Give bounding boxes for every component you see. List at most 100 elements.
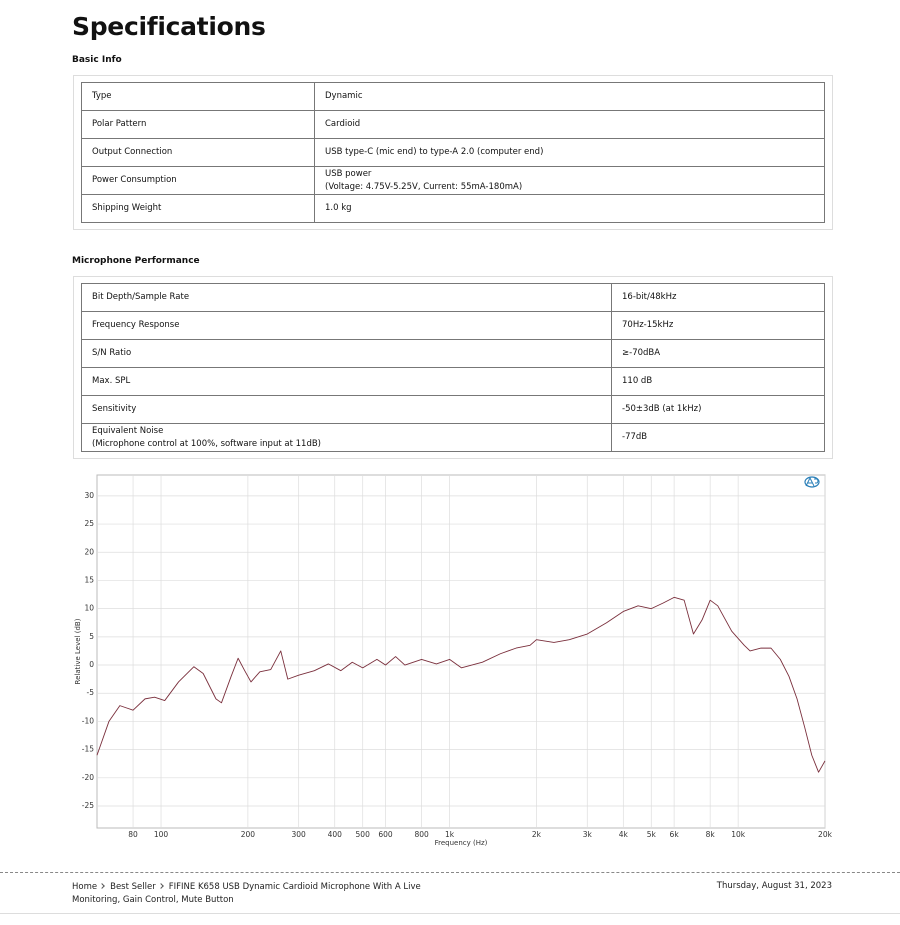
spec-row: Max. SPL 110 dB [81, 367, 825, 396]
cell-line: (Voltage: 4.75V-5.25V, Current: 55mA-180… [325, 181, 523, 192]
x-tick-label: 4k [619, 830, 629, 839]
spec-row: Bit Depth/Sample Rate 16-bit/48kHz [81, 283, 825, 312]
cell-line: Shipping Weight [92, 203, 162, 213]
spec-value: ≥-70dBA [611, 339, 825, 368]
x-tick-label: 800 [414, 830, 429, 839]
spec-value: 16-bit/48kHz [611, 283, 825, 312]
cell-line: Type [92, 91, 112, 101]
breadcrumb-item: FIFINE K658 USB Dynamic Cardioid Microph… [72, 882, 421, 905]
cell-line: Frequency Response [92, 320, 180, 330]
x-tick-label: 3k [583, 830, 593, 839]
spec-value: Cardioid [314, 110, 825, 139]
y-tick-label: 25 [84, 519, 94, 528]
y-axis-label: Relative Level (dB) [74, 618, 82, 684]
y-tick-label: 15 [84, 575, 94, 584]
spec-label: Max. SPL [81, 367, 612, 396]
x-tick-label: 400 [328, 830, 343, 839]
cell-line: USB power [325, 168, 372, 179]
spec-row: Type Dynamic [81, 82, 825, 111]
y-tick-label: -25 [82, 801, 94, 810]
ap-logo [804, 476, 820, 488]
section-heading: Basic Info [72, 55, 122, 65]
cell-line: (Microphone control at 100%, software in… [92, 438, 321, 449]
spec-row: Power Consumption USB power (Voltage: 4.75… [81, 166, 825, 195]
x-tick-label: 10k [731, 830, 746, 839]
cell-line: Bit Depth/Sample Rate [92, 292, 190, 302]
cell-line: S/N Ratio [92, 348, 132, 358]
cell-line: -50±3dB (at 1kHz) [622, 404, 702, 414]
y-tick-label: 20 [84, 547, 94, 556]
x-tick-label: 6k [670, 830, 680, 839]
date: Thursday, August 31, 2023 [716, 881, 832, 891]
spec-value: USB power (Voltage: 4.75V-5.25V, Current:… [314, 166, 825, 195]
cell-line: Sensitivity [92, 404, 137, 414]
spec-row: Output Connection USB type-C (mic end) to… [81, 138, 825, 167]
x-tick-label: 200 [241, 830, 256, 839]
spec-table: Type Dynamic Polar Pattern Cardioid Output C… [81, 82, 825, 223]
cell-line: Output Connection [92, 147, 173, 157]
x-tick-label: 8k [706, 830, 716, 839]
cell-line: Equivalent Noise [92, 425, 164, 436]
cell-line: 1.0 kg [325, 203, 352, 213]
page-title: Specifications [72, 12, 266, 41]
x-tick-label: 600 [378, 830, 393, 839]
footer: Home Best Seller FIFINE K658 USB Dynamic C… [0, 872, 900, 914]
spec-row: Frequency Response 70Hz-15kHz [81, 311, 825, 340]
x-tick-label: 5k [647, 830, 657, 839]
y-tick-label: -5 [87, 688, 95, 697]
spec-label: Sensitivity [81, 395, 612, 424]
spec-value: -50±3dB (at 1kHz) [611, 395, 825, 424]
cell-line: USB type-C (mic end) to type-A 2.0 (comp… [325, 147, 544, 157]
spec-label: S/N Ratio [81, 339, 612, 368]
spec-box: Bit Depth/Sample Rate 16-bit/48kHz Frequen… [73, 276, 833, 459]
cell-line: Max. SPL [92, 376, 131, 386]
spec-value: 70Hz-15kHz [611, 311, 825, 340]
breadcrumb-item[interactable]: Best Seller [110, 882, 156, 892]
spec-value: USB type-C (mic end) to type-A 2.0 (comp… [314, 138, 825, 167]
separator [99, 883, 105, 889]
spec-label: Frequency Response [81, 311, 612, 340]
spec-row: Polar Pattern Cardioid [81, 110, 825, 139]
cell-line: Power Consumption [92, 175, 177, 185]
x-tick-label: 100 [154, 830, 169, 839]
x-tick-label: 80 [128, 830, 138, 839]
chart: -25 -20 -15 -10 -5 0 5 10 15 20 25 30 80 100 200 300 400… [74, 474, 833, 847]
plot-area [96, 474, 826, 829]
cell-line: ≥-70dBA [622, 348, 661, 358]
cell-line: 110 dB [622, 376, 653, 386]
x-axis-label: Frequency (Hz) [435, 839, 488, 847]
spec-value: 1.0 kg [314, 194, 825, 223]
spec-row: Sensitivity -50±3dB (at 1kHz) [81, 395, 825, 424]
y-tick-label: 30 [84, 491, 94, 500]
x-tick-label: 500 [356, 830, 371, 839]
spec-value: 110 dB [611, 367, 825, 396]
spec-value: Dynamic [314, 82, 825, 111]
breadcrumb-item[interactable]: Home [72, 882, 98, 892]
spec-value: -77dB [611, 423, 825, 452]
spec-label: Shipping Weight [81, 194, 315, 223]
cell-line: 16-bit/48kHz [622, 292, 677, 302]
x-tick-label: 1k [445, 830, 455, 839]
cell-line: Polar Pattern [92, 119, 147, 129]
spec-label: Polar Pattern [81, 110, 315, 139]
spec-label: Type [81, 82, 315, 111]
y-tick-label: -15 [82, 745, 94, 754]
spec-row: Equivalent Noise (Microphone control at 1… [81, 423, 825, 452]
x-tick-label: 300 [292, 830, 307, 839]
breadcrumb: Home Best Seller FIFINE K658 USB Dynamic C… [72, 881, 452, 907]
spec-label: Output Connection [81, 138, 315, 167]
divider [0, 913, 900, 914]
spec-row: Shipping Weight 1.0 kg [81, 194, 825, 223]
y-tick-label: -20 [82, 773, 94, 782]
x-tick-label: 2k [532, 830, 542, 839]
spec-box: Type Dynamic Polar Pattern Cardioid Output C… [73, 75, 833, 230]
spec-row: S/N Ratio ≥-70dBA [81, 339, 825, 368]
cell-line: -77dB [622, 432, 648, 442]
y-tick-label: 10 [84, 604, 94, 613]
separator [157, 883, 164, 889]
cell-line: 70Hz-15kHz [622, 320, 674, 330]
response-line [96, 596, 826, 773]
y-tick-label: 0 [89, 660, 94, 669]
spec-label: Equivalent Noise (Microphone control at 1… [81, 423, 612, 452]
